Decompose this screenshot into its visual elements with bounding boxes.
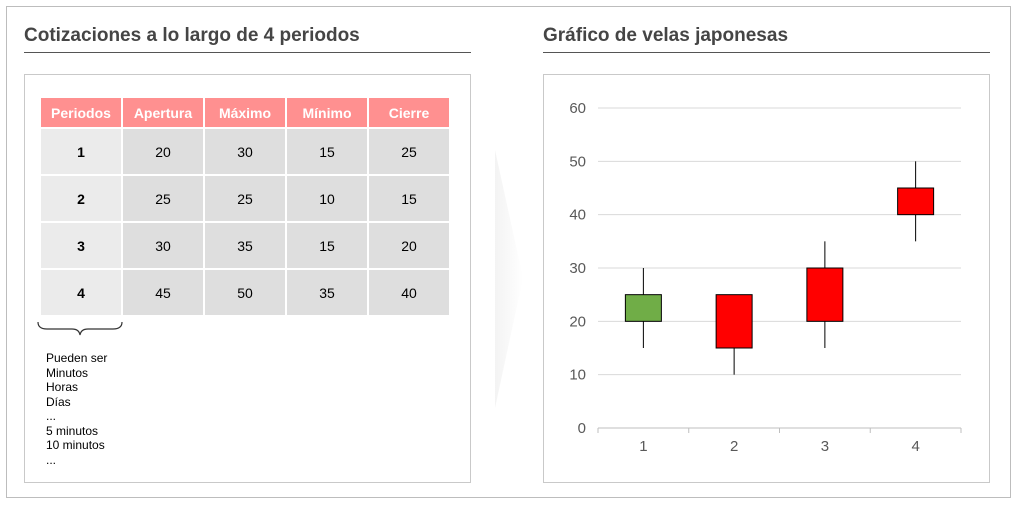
note-line: Minutos <box>46 365 89 380</box>
cell-close: 20 <box>368 221 449 269</box>
table-header-row: Periodos Apertura Máximo Mínimo Cierre <box>41 98 449 128</box>
cell-open: 20 <box>122 127 205 175</box>
table-section-title: Cotizaciones a lo largo de 4 periodos <box>24 25 360 46</box>
candle-period-1 <box>624 268 662 348</box>
table-title-rule <box>24 52 471 53</box>
note-line: Pueden ser <box>46 351 108 365</box>
cell-low: 15 <box>286 221 369 269</box>
header-periodos: Periodos <box>41 98 123 128</box>
chart-section-title: Gráfico de velas japonesas <box>543 25 789 46</box>
note-line: 5 minutos <box>46 423 99 438</box>
note-line: ... <box>46 409 57 423</box>
y-tick-label: 10 <box>569 367 586 384</box>
candle-period-2 <box>715 294 753 375</box>
chart-title-rule <box>543 52 990 53</box>
candlestick-chart: 0 10 20 30 40 50 60 1 2 3 4 <box>569 100 962 455</box>
chart-panel: 0 10 20 30 40 50 60 1 2 3 4 <box>543 74 990 483</box>
header-apertura: Apertura <box>122 98 205 128</box>
table-row: 2 25 25 10 15 <box>41 174 449 222</box>
x-tick-label: 2 <box>730 438 738 455</box>
cell-open: 25 <box>122 174 205 222</box>
quotes-table: Periodos Apertura Máximo Mínimo Cierre 1… <box>41 98 449 315</box>
cell-close: 15 <box>368 174 449 222</box>
cell-high: 25 <box>204 174 287 222</box>
cell-period: 2 <box>41 174 123 222</box>
cell-period: 1 <box>41 127 123 175</box>
note-line: 10 minutos <box>46 438 105 452</box>
cell-open: 30 <box>122 221 205 269</box>
candle-period-3 <box>806 241 844 348</box>
cell-period: 3 <box>41 221 123 269</box>
cell-low: 15 <box>286 127 369 175</box>
note-line: Horas <box>46 380 79 394</box>
note-line: ... <box>46 452 57 467</box>
header-cierre: Cierre <box>368 98 449 128</box>
gridlines <box>598 107 961 376</box>
header-maximo: Máximo <box>204 98 287 128</box>
cell-close: 40 <box>368 268 449 315</box>
chevron-right-icon <box>495 150 523 408</box>
cell-low: 35 <box>286 268 369 315</box>
table-row: 1 20 30 15 25 <box>41 127 449 175</box>
table-row: 4 45 50 35 40 <box>41 268 449 315</box>
table-panel: Periodos Apertura Máximo Mínimo Cierre 1… <box>24 74 471 483</box>
cell-high: 50 <box>204 268 287 315</box>
x-axis: 1 2 3 4 <box>597 427 962 455</box>
cell-period: 4 <box>41 268 123 315</box>
y-tick-label: 20 <box>569 313 586 330</box>
candle-body <box>897 187 935 216</box>
y-tick-label: 40 <box>569 207 586 224</box>
period-note: Pueden ser Minutos Horas Días ... 5 minu… <box>46 351 107 467</box>
cell-low: 10 <box>286 174 369 222</box>
candle-body <box>715 294 753 349</box>
x-tick-label: 4 <box>911 438 919 455</box>
candle-period-4 <box>897 161 935 242</box>
table-row: 3 30 35 15 20 <box>41 221 449 269</box>
y-tick-label: 60 <box>569 100 586 117</box>
candles <box>624 161 935 375</box>
cell-open: 45 <box>122 268 205 315</box>
curly-brace-icon <box>37 321 123 336</box>
y-tick-label: 50 <box>569 153 586 170</box>
x-tick-label: 3 <box>821 438 829 455</box>
figure-frame <box>6 6 1011 498</box>
header-minimo: Mínimo <box>286 98 369 128</box>
y-tick-label: 30 <box>569 260 586 277</box>
candle-body <box>624 294 662 322</box>
note-line: Días <box>46 394 71 409</box>
cell-close: 25 <box>368 127 449 175</box>
candle-body <box>806 267 844 322</box>
y-axis: 0 10 20 30 40 50 60 <box>569 100 586 437</box>
x-tick-label: 1 <box>639 438 647 455</box>
cell-high: 30 <box>204 127 287 175</box>
cell-high: 35 <box>204 221 287 269</box>
y-tick-label: 0 <box>578 420 586 437</box>
